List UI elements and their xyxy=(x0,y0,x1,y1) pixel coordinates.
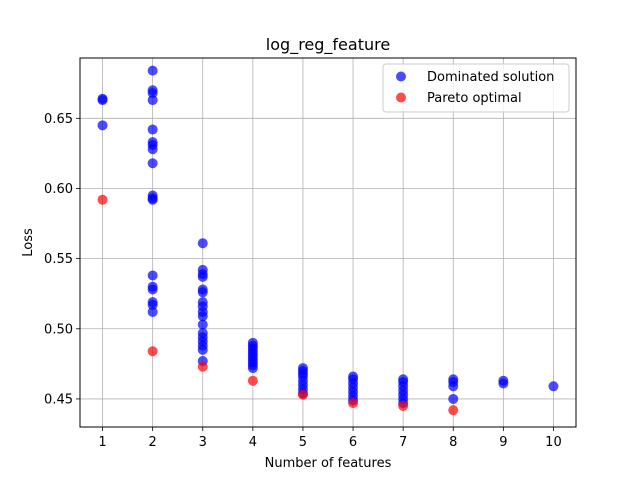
axes-frame xyxy=(79,57,577,428)
dominated-point xyxy=(197,287,208,298)
x-tick-label: 3 xyxy=(199,435,207,450)
pareto-point xyxy=(97,194,108,205)
dominated-point xyxy=(197,271,208,282)
pareto-point xyxy=(197,361,208,372)
dominated-point xyxy=(97,95,108,106)
dominated-point xyxy=(147,194,158,205)
x-tick-label: 8 xyxy=(449,435,457,450)
legend-marker-dominated xyxy=(396,71,406,82)
dominated-point xyxy=(147,88,158,99)
y-tick-label: 0.60 xyxy=(44,182,73,197)
dominated-point xyxy=(147,299,158,310)
y-tick-label: 0.65 xyxy=(44,112,73,127)
legend: Dominated solution Pareto optimal xyxy=(382,63,570,113)
x-tick-label: 9 xyxy=(499,435,507,450)
pareto-point xyxy=(247,375,258,386)
dominated-point xyxy=(498,378,509,389)
legend-label-pareto: Pareto optimal xyxy=(427,91,522,106)
dominated-point xyxy=(197,344,208,355)
x-tick-label: 1 xyxy=(98,435,106,450)
dominated-point xyxy=(448,381,459,392)
data-points xyxy=(97,65,559,416)
y-axis-title: Loss xyxy=(21,228,36,257)
dominated-point xyxy=(548,381,559,392)
dominated-point xyxy=(147,284,158,295)
dominated-point xyxy=(448,393,459,404)
x-tick-label: 4 xyxy=(249,435,257,450)
x-tick-label: 7 xyxy=(399,435,407,450)
chart-title: log_reg_feature xyxy=(266,35,390,55)
dominated-point xyxy=(147,124,158,135)
y-tick-label: 0.55 xyxy=(44,252,73,267)
y-tick-label: 0.45 xyxy=(44,392,73,407)
pareto-point xyxy=(448,405,459,416)
dominated-point xyxy=(147,158,158,169)
dominated-point xyxy=(97,120,108,131)
dominated-point xyxy=(197,238,208,249)
dominated-point xyxy=(247,363,258,374)
dominated-point xyxy=(197,311,208,322)
dominated-point xyxy=(147,95,158,106)
dominated-point xyxy=(147,306,158,317)
dominated-point xyxy=(147,270,158,281)
x-tick-label: 6 xyxy=(349,435,357,450)
y-tick-label: 0.50 xyxy=(44,322,73,337)
x-tick-label: 10 xyxy=(545,435,562,450)
pareto-point xyxy=(147,346,158,357)
legend-label-dominated: Dominated solution xyxy=(427,70,554,85)
grid xyxy=(80,58,576,427)
x-tick-label: 2 xyxy=(149,435,157,450)
legend-marker-pareto xyxy=(396,92,406,103)
dominated-point xyxy=(147,65,158,76)
pareto-point xyxy=(297,389,308,400)
legend-box xyxy=(382,63,570,113)
x-tick-label: 5 xyxy=(299,435,307,450)
pareto-point xyxy=(348,398,359,409)
dominated-point xyxy=(147,144,158,155)
axis-ticks: 1 2 3 4 5 6 7 8 9 10 0.45 0.50 0.55 0.60 0.65 xyxy=(44,112,562,450)
x-axis-title: Number of features xyxy=(265,456,392,471)
pareto-point xyxy=(398,400,409,411)
dominated-point xyxy=(197,319,208,330)
